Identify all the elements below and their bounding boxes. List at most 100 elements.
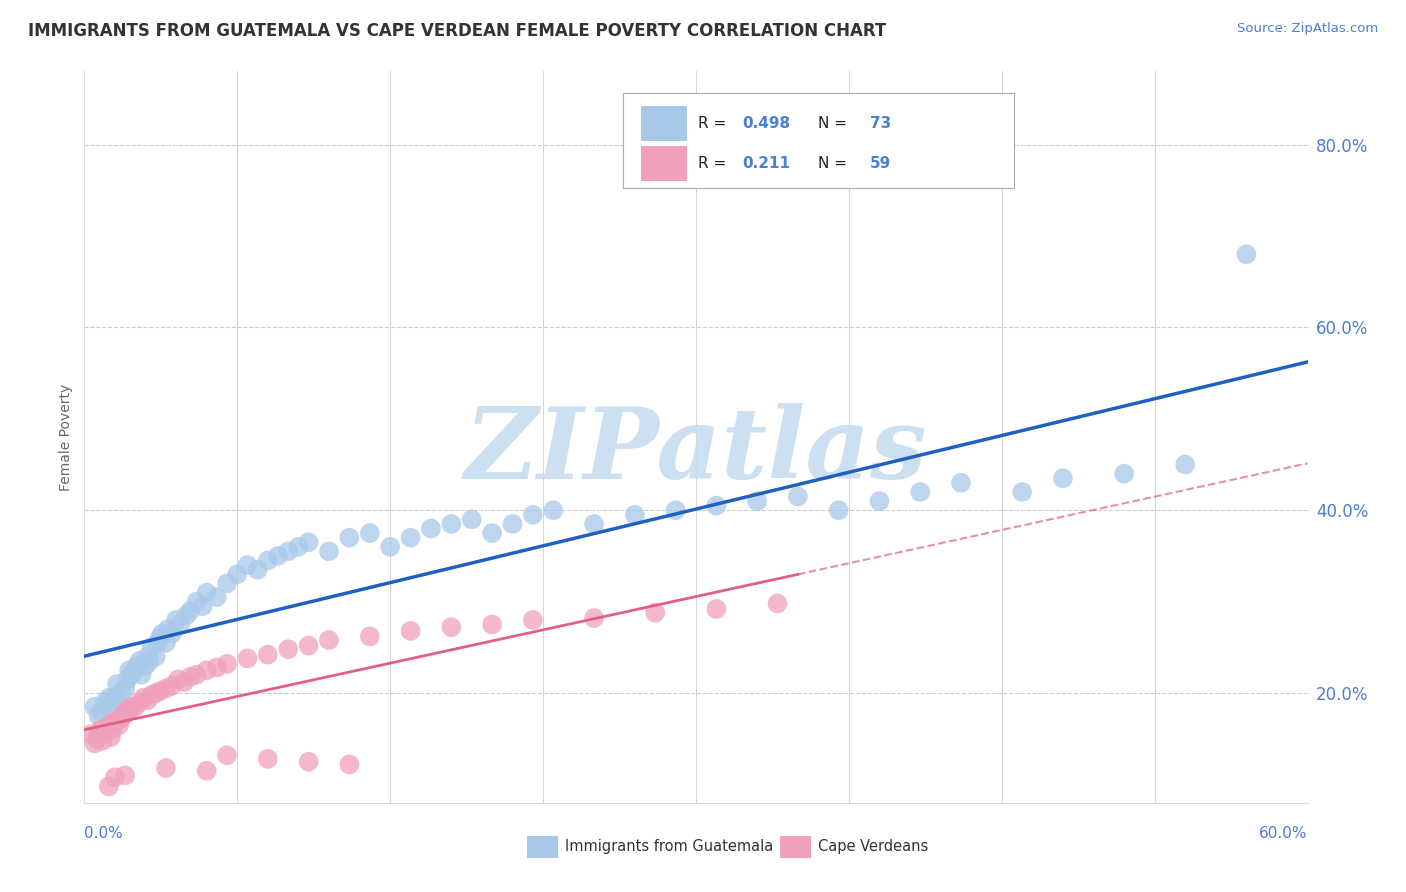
Point: [118, 705, 141, 719]
Point: [195, 585, 218, 599]
Point: [155, 761, 177, 775]
Point: [128, 695, 150, 709]
Point: [101, 723, 124, 737]
Point: [195, 764, 218, 778]
Point: [100, 699, 122, 714]
Text: Immigrants from Guatemala: Immigrants from Guatemala: [565, 839, 773, 854]
Point: [440, 516, 463, 531]
Point: [83, 736, 105, 750]
Point: [105, 714, 128, 728]
Point: [155, 681, 177, 696]
Point: [624, 508, 647, 522]
Point: [1052, 471, 1074, 485]
Point: [141, 688, 163, 702]
Point: [150, 626, 173, 640]
Point: [747, 494, 769, 508]
Point: [205, 660, 228, 674]
Point: [145, 649, 167, 664]
Point: [179, 604, 201, 618]
Point: [96, 721, 118, 735]
Point: [108, 699, 131, 714]
Point: [90, 723, 112, 737]
Point: [706, 499, 728, 513]
Point: [169, 617, 191, 632]
Point: [149, 632, 172, 646]
Point: [298, 639, 321, 653]
FancyBboxPatch shape: [641, 106, 688, 141]
Point: [502, 516, 524, 531]
Point: [481, 526, 503, 541]
Point: [828, 503, 851, 517]
Point: [665, 503, 688, 517]
Text: N =: N =: [818, 156, 852, 171]
Point: [267, 549, 290, 563]
Text: 59: 59: [870, 156, 891, 171]
Point: [174, 608, 197, 623]
Point: [217, 657, 239, 671]
Text: 0.0%: 0.0%: [84, 826, 124, 840]
Point: [910, 485, 932, 500]
FancyBboxPatch shape: [623, 94, 1014, 188]
Point: [136, 649, 159, 664]
Point: [287, 540, 309, 554]
Point: [141, 640, 163, 655]
Point: [399, 624, 422, 638]
Point: [236, 558, 259, 573]
Point: [339, 531, 361, 545]
Point: [120, 667, 142, 681]
Point: [146, 636, 169, 650]
Point: [115, 702, 138, 716]
Point: [1114, 467, 1136, 481]
Point: [118, 663, 141, 677]
Text: R =: R =: [699, 156, 737, 171]
Point: [380, 540, 402, 554]
Point: [124, 699, 146, 714]
Point: [115, 673, 138, 687]
Point: [257, 648, 280, 662]
Point: [766, 597, 789, 611]
Point: [257, 553, 280, 567]
Point: [128, 654, 150, 668]
Point: [195, 663, 218, 677]
Point: [110, 686, 132, 700]
Point: [132, 690, 155, 705]
Point: [114, 681, 136, 696]
Point: [217, 748, 239, 763]
Text: ZIPatlas: ZIPatlas: [465, 403, 927, 500]
Point: [359, 526, 381, 541]
Point: [440, 620, 463, 634]
Point: [226, 567, 249, 582]
Point: [1236, 247, 1258, 261]
Point: [186, 667, 208, 681]
Point: [191, 599, 214, 614]
Point: [135, 658, 157, 673]
Text: 0.211: 0.211: [742, 156, 790, 171]
Point: [136, 693, 159, 707]
Point: [359, 629, 381, 643]
Point: [104, 715, 127, 730]
Point: [522, 613, 544, 627]
Point: [787, 490, 810, 504]
Point: [165, 613, 187, 627]
Text: IMMIGRANTS FROM GUATEMALA VS CAPE VERDEAN FEMALE POVERTY CORRELATION CHART: IMMIGRANTS FROM GUATEMALA VS CAPE VERDEA…: [28, 22, 886, 40]
Point: [131, 667, 153, 681]
Point: [104, 770, 127, 784]
Point: [160, 626, 183, 640]
Point: [108, 718, 131, 732]
Point: [173, 675, 195, 690]
Point: [167, 673, 190, 687]
Point: [950, 475, 973, 490]
Point: [257, 752, 280, 766]
Text: N =: N =: [818, 116, 852, 131]
Point: [583, 611, 606, 625]
Point: [481, 617, 503, 632]
Text: Source: ZipAtlas.com: Source: ZipAtlas.com: [1237, 22, 1378, 36]
Point: [87, 727, 110, 741]
Point: [86, 731, 108, 746]
Point: [461, 512, 484, 526]
Point: [104, 690, 127, 705]
Point: [298, 755, 321, 769]
Point: [399, 531, 422, 545]
Point: [112, 709, 135, 723]
Point: [97, 690, 120, 705]
